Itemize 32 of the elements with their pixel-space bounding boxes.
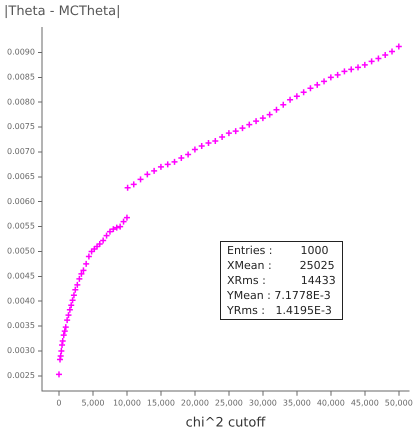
x-tick-label: 30,000 <box>248 398 277 408</box>
annotation: XMean : 25025 <box>227 258 336 273</box>
y-tick-label: 0.0080 <box>6 97 35 106</box>
y-tick-label: 0.0060 <box>6 196 35 206</box>
x-tick-label: 35,000 <box>282 398 311 408</box>
x-tick-label: 50,000 <box>384 398 413 408</box>
x-axis-title: chi^2 cutoff <box>186 416 266 431</box>
x-tick-label: 0 <box>56 398 62 408</box>
x-tick-label: 40,000 <box>316 398 345 408</box>
chart-title: |Theta - MCTheta| <box>4 4 120 20</box>
y-tick-label: 0.0075 <box>6 122 35 132</box>
y-tick-label: 0.0055 <box>6 222 35 231</box>
y-tick-label: 0.0070 <box>6 147 35 156</box>
y-tick-label: 0.0045 <box>6 271 35 280</box>
annotation: Entries : 1000 <box>227 243 330 258</box>
x-tick-label: 25,000 <box>214 398 243 408</box>
annotation: XRms : 14433 <box>227 273 336 288</box>
x-tick-label: 20,000 <box>180 398 209 408</box>
y-tick-label: 0.0030 <box>6 346 35 356</box>
x-tick-label: 5,000 <box>82 398 104 408</box>
y-tick-label: 0.0065 <box>6 172 35 181</box>
y-tick-label: 0.0090 <box>6 48 35 57</box>
y-tick-label: 0.0035 <box>6 321 35 330</box>
annotation: YMean : 7.1778E-3 <box>227 288 332 303</box>
y-tick-label: 0.0025 <box>6 370 35 380</box>
y-tick-label: 0.0040 <box>6 296 35 306</box>
y-tick-label: 0.0050 <box>6 246 35 256</box>
x-tick-label: 10,000 <box>112 398 141 408</box>
y-tick-label: 0.0085 <box>6 72 35 82</box>
x-tick-label: 15,000 <box>146 398 175 408</box>
annotation: YRms : 1.4195E-3 <box>227 303 333 318</box>
x-tick-label: 45,000 <box>350 398 379 408</box>
